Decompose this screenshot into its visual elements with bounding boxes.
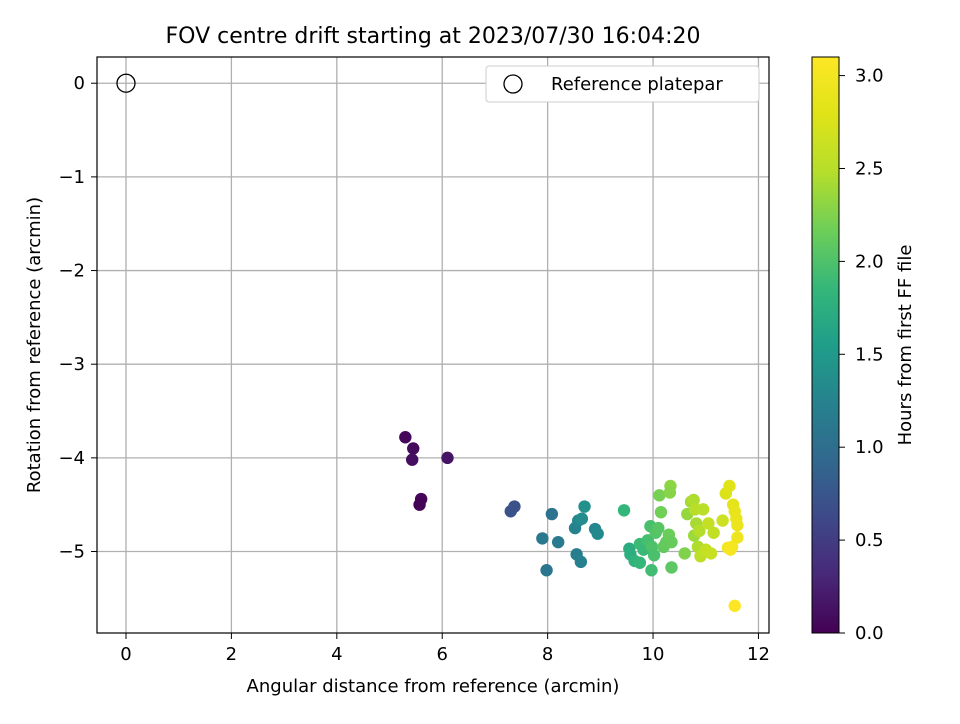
data-point [575, 512, 589, 525]
data-point [617, 504, 631, 517]
grid-lines [97, 57, 769, 633]
data-point [693, 524, 706, 538]
data-point [413, 498, 426, 511]
y-tick-label: −1 [58, 167, 85, 188]
data-point [728, 599, 741, 613]
colorbar-tick-label: 1.0 [855, 437, 884, 458]
data-point [653, 489, 666, 502]
x-tick-label: 6 [436, 644, 447, 665]
data-point [652, 521, 665, 535]
data-point [665, 561, 678, 574]
reference-point-layer [116, 73, 136, 93]
data-point [545, 507, 559, 521]
data-point [696, 503, 710, 516]
y-tick-label: −5 [58, 542, 85, 563]
colorbar-ticks: 0.0 0.5 1.0 1.5 2.0 2.5 3.0 [839, 66, 884, 644]
colorbar-tick-label: 0.0 [855, 623, 884, 644]
x-tick-label: 0 [120, 644, 131, 665]
legend-label-reference: Reference platepar [551, 74, 723, 95]
data-point [591, 527, 604, 540]
y-tick-label: 0 [74, 73, 85, 94]
data-point [407, 442, 420, 455]
data-point [665, 535, 678, 549]
colorbar-tick-label: 1.5 [855, 344, 884, 365]
x-axis-label: Angular distance from reference (arcmin) [247, 676, 620, 697]
legend-marker-reference [503, 74, 523, 94]
data-point [633, 556, 647, 569]
legend: Reference platepar [485, 65, 760, 103]
colorbar-tick-label: 3.0 [855, 66, 884, 87]
colorbar-tick-label: 2.5 [855, 158, 884, 179]
data-point [687, 493, 700, 507]
data-point [704, 547, 718, 560]
colorbar-label: Hours from first FF file [895, 245, 916, 446]
colorbar: 0.0 0.5 1.0 1.5 2.0 2.5 3.0 Hours from first F… [811, 56, 916, 644]
data-point [508, 500, 521, 513]
data-point [574, 555, 588, 569]
data-point [731, 531, 744, 544]
y-tick-label: −2 [58, 261, 85, 282]
data-point [663, 486, 677, 499]
data-point [723, 479, 736, 493]
data-points [399, 431, 744, 613]
data-point [441, 451, 454, 465]
x-tick-label: 8 [542, 644, 553, 665]
x-tick-label: 12 [747, 644, 770, 665]
legend-box [485, 65, 760, 103]
data-point [536, 532, 549, 545]
x-axis-ticks: 0 2 4 6 8 10 12 [120, 633, 770, 665]
data-point [716, 514, 729, 527]
colorbar-tick-label: 2.0 [855, 251, 884, 272]
y-tick-label: −4 [58, 448, 85, 469]
data-point [645, 564, 658, 577]
data-point [578, 500, 591, 513]
data-point [399, 431, 412, 444]
x-tick-label: 4 [331, 644, 342, 665]
reference-platepar-marker [116, 73, 136, 93]
data-point [731, 519, 744, 532]
y-axis-ticks: 0 −1 −2 −3 −4 −5 [58, 73, 97, 563]
data-point [678, 547, 691, 560]
data-point [551, 535, 565, 549]
colorbar-gradient [811, 56, 840, 634]
data-point [725, 540, 739, 554]
data-point [647, 549, 661, 562]
data-point [702, 517, 715, 530]
data-point [654, 505, 668, 519]
colorbar-tick-label: 0.5 [855, 530, 884, 551]
chart-title: FOV centre drift starting at 2023/07/30 … [166, 24, 701, 49]
data-point [540, 564, 553, 577]
y-tick-label: −3 [58, 354, 85, 375]
data-point [707, 526, 720, 539]
y-axis-label: Rotation from reference (arcmin) [24, 197, 45, 493]
x-tick-label: 2 [226, 644, 237, 665]
x-tick-label: 10 [642, 644, 665, 665]
plot-frame [96, 56, 770, 634]
data-point [405, 453, 419, 466]
